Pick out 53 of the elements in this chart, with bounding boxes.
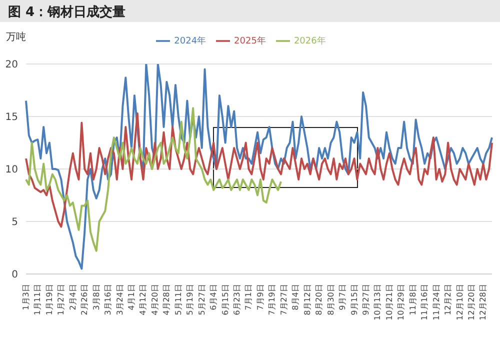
x-tick-label: 9月27日 xyxy=(361,284,370,316)
x-tick-label: 4月1日 xyxy=(127,284,136,310)
x-tick-label: 8月20日 xyxy=(314,284,324,316)
y-tick-label: 10 xyxy=(5,164,18,176)
x-tick-label: 8月12日 xyxy=(302,284,312,316)
x-tick-label: 7月9日 xyxy=(256,284,265,310)
legend-label: 2026年 xyxy=(294,36,326,46)
x-tick-label: 2月4日 xyxy=(68,284,78,310)
legend-label: 2025年 xyxy=(234,36,266,46)
x-tick-label: 3月16日 xyxy=(104,284,113,316)
x-tick-label: 12月20日 xyxy=(466,284,476,320)
x-tick-label: 6月4日 xyxy=(209,284,218,310)
x-tick-label: 12月28日 xyxy=(478,284,488,320)
x-tick-label: 5月27日 xyxy=(197,284,206,316)
y-tick-label: 5 xyxy=(12,217,18,228)
line-series xyxy=(25,107,282,252)
x-tick-label: 7月1日 xyxy=(244,284,254,310)
y-tick-label: 0 xyxy=(12,270,18,281)
x-tick-label: 9月15日 xyxy=(350,284,359,316)
x-tick-label: 12月10日 xyxy=(455,284,464,320)
x-tick-label: 3月8日 xyxy=(92,284,101,310)
x-tick-label: 5月19日 xyxy=(186,284,195,316)
x-tick-label: 4月20日 xyxy=(150,284,160,316)
line-series xyxy=(25,112,493,228)
x-tick-label: 8月30日 xyxy=(326,284,336,316)
x-tick-label: 6月23日 xyxy=(232,284,242,316)
x-tick-label: 11月8日 xyxy=(408,284,418,316)
x-tick-label: 7月27日 xyxy=(279,284,288,316)
chart-title: 图 4：钢材日成交量 xyxy=(8,4,126,21)
x-tick-label: 11月16日 xyxy=(420,284,430,320)
x-tick-label: 4月12日 xyxy=(138,284,148,316)
x-tick-label: 8月4日 xyxy=(291,284,300,310)
y-tick-label: 15 xyxy=(5,112,18,124)
line-series xyxy=(25,64,493,270)
x-tick-label: 6月15日 xyxy=(220,284,230,316)
legend-label: 2024年 xyxy=(174,36,206,46)
x-tick-label: 10月21日 xyxy=(384,284,394,320)
x-tick-label: 10月13日 xyxy=(373,284,382,320)
x-tick-label: 1月3日 xyxy=(22,284,30,310)
x-tick-label: 1月11日 xyxy=(33,284,42,316)
x-tick-label: 5月11日 xyxy=(174,284,183,316)
x-tick-label: 12月2日 xyxy=(444,284,453,316)
x-tick-label: 7月19日 xyxy=(268,284,277,316)
x-tick-label: 1月19日 xyxy=(44,284,54,316)
x-tick-label: 1月27日 xyxy=(56,284,66,316)
x-tick-label: 2月26日 xyxy=(80,284,90,316)
x-tick-label: 3月24日 xyxy=(115,284,124,316)
y-tick-label: 20 xyxy=(5,60,18,71)
x-tick-label: 10月29日 xyxy=(396,284,406,320)
y-axis-title: 万吨 xyxy=(6,30,26,44)
x-tick-label: 4月28日 xyxy=(162,284,172,316)
x-tick-label: 9月7日 xyxy=(338,284,348,310)
x-tick-label: 11月24日 xyxy=(432,284,441,320)
